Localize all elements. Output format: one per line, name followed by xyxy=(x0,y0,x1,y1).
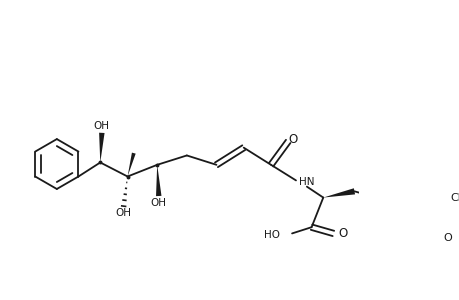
Text: O: O xyxy=(443,233,452,243)
Polygon shape xyxy=(99,133,104,163)
Text: HO: HO xyxy=(264,230,280,240)
Polygon shape xyxy=(156,165,161,196)
Text: O: O xyxy=(337,227,347,240)
Text: OH: OH xyxy=(115,208,131,218)
Text: HN: HN xyxy=(298,177,314,187)
Polygon shape xyxy=(323,188,354,198)
Text: Cl: Cl xyxy=(450,193,459,202)
Text: OH: OH xyxy=(94,121,110,131)
Text: O: O xyxy=(288,134,297,146)
Polygon shape xyxy=(127,153,135,176)
Text: OH: OH xyxy=(151,198,167,208)
